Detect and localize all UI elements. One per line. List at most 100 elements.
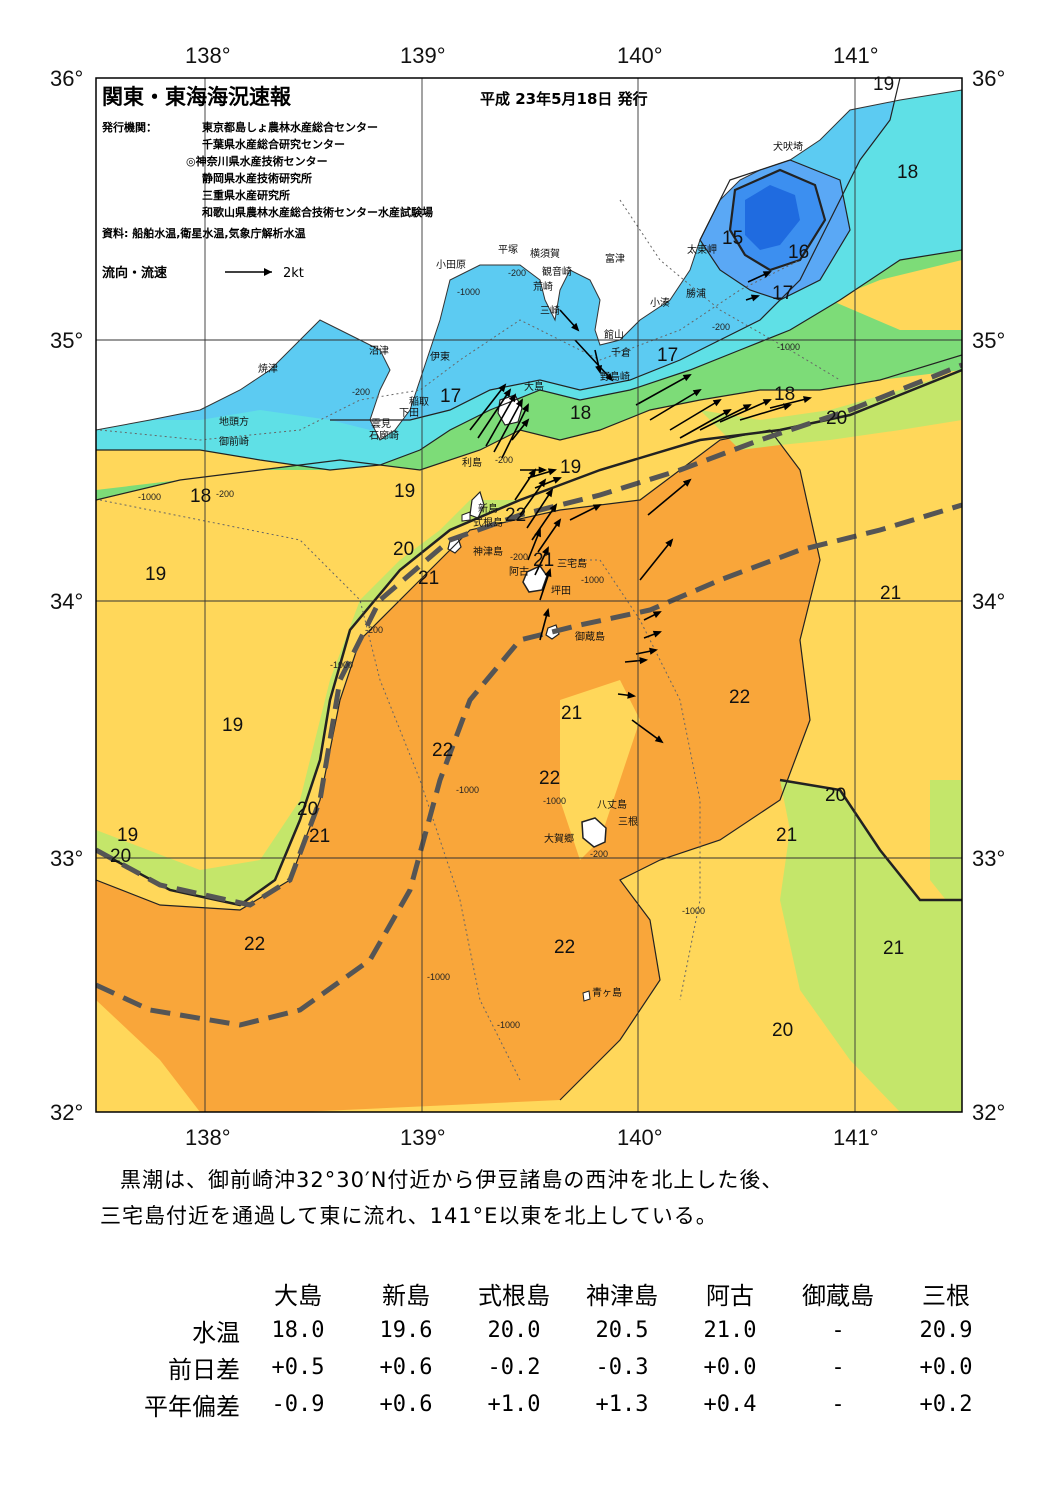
issuer: 三重県水産研究所 <box>202 188 290 202</box>
isotherm-18 <box>96 249 962 471</box>
depth-label: -1000 <box>682 906 705 916</box>
table-header-row: 大島 新島 式根島 神津島 阿古 御蔵島 三根 <box>90 1275 1000 1312</box>
current-arrows <box>469 271 812 744</box>
table-cell: +0.5 <box>271 1355 325 1380</box>
isotherm-label: 21 <box>309 826 330 847</box>
table-cell: +1.0 <box>487 1392 541 1417</box>
table-cell: +0.0 <box>919 1355 973 1380</box>
current-arrow <box>485 394 516 447</box>
island-temperature-table: 大島 新島 式根島 神津島 阿古 御蔵島 三根 水温 18.0 19.6 20.… <box>90 1275 1000 1423</box>
lat-label: 32° <box>972 1100 1005 1125</box>
current-arrowhead <box>542 608 550 618</box>
column-header: 御蔵島 <box>802 1282 874 1310</box>
current-legend-scale: 2kt <box>283 266 304 281</box>
depth-label: -1000 <box>456 785 479 795</box>
isotherm-label: 20 <box>297 799 318 820</box>
band-22-plus <box>96 430 820 1112</box>
isotherm-label: 22 <box>244 934 265 955</box>
isotherm-label: 18 <box>190 486 211 507</box>
table-cell: +0.6 <box>379 1392 433 1417</box>
lon-label: 140° <box>617 1125 663 1150</box>
column-header: 新島 <box>382 1282 430 1310</box>
current-arrowhead <box>521 418 530 428</box>
lat-label: 33° <box>50 846 83 871</box>
place-numazu: 沼津 <box>369 344 389 357</box>
isotherm-label: 20 <box>826 408 847 429</box>
depth-1000-line-east <box>560 559 701 1001</box>
place-katsuura: 勝浦 <box>686 287 706 300</box>
current-arrowhead <box>503 388 512 398</box>
place-ito: 伊東 <box>430 350 450 363</box>
isotherm-labels: 19 18 15 16 17 17 17 18 18 20 17 18 19 1… <box>110 74 918 1041</box>
table-row: 前日差 +0.5 +0.6 -0.2 -0.3 +0.0 - +0.0 <box>90 1349 1000 1386</box>
isotherm-label: 21 <box>418 568 439 589</box>
place-niijima: 新島 <box>478 502 498 515</box>
place-toshima: 利島 <box>462 456 482 469</box>
depth-1000-line <box>99 499 521 1081</box>
current-arrowhead <box>762 271 772 278</box>
isotherm-label: 20 <box>110 846 131 867</box>
place-inatori: 稲取 <box>409 396 429 408</box>
place-miyakejima: 三宅島 <box>557 557 587 570</box>
table-cell: -0.2 <box>487 1355 541 1380</box>
kuroshio-summary: 黒潮は、御前崎沖32°30′N付近から伊豆諸島の西沖を北上した後、 三宅島付近を… <box>100 1162 1000 1234</box>
current-legend-arrowhead <box>264 268 272 276</box>
place-irozaki: 石廊崎 <box>369 429 399 442</box>
depth-label: -1000 <box>777 342 800 352</box>
depth-label: -1000 <box>457 287 480 297</box>
place-kominato: 小湊 <box>650 296 670 309</box>
column-header: 三根 <box>922 1282 970 1310</box>
lat-label: 35° <box>972 328 1005 353</box>
kuroshio-axis <box>96 362 962 1028</box>
place-misaki: 三崎 <box>540 304 560 317</box>
lon-label: 139° <box>400 1125 446 1150</box>
land-shikine <box>461 511 471 522</box>
map-frame <box>95 77 963 1113</box>
issue-date: 平成 23年5月18日 発行 <box>480 90 648 108</box>
table-cell: - <box>831 1392 845 1417</box>
isotherm-label: 19 <box>222 715 243 736</box>
longitude-labels-bottom: 138° 139° 140° 141° <box>185 1125 879 1150</box>
place-aogashima: 青ヶ島 <box>592 986 622 999</box>
isotherm-label: 19 <box>560 457 581 478</box>
band-14-15 <box>745 185 800 250</box>
land-hachijo <box>581 817 607 848</box>
isotherm-21 <box>96 429 821 1101</box>
band-20-21 <box>96 500 962 1112</box>
table-cell: +0.2 <box>919 1392 973 1417</box>
place-hiratsuka: 平塚 <box>498 244 518 256</box>
lat-label: 36° <box>972 66 1005 91</box>
current-arrowhead <box>553 518 562 528</box>
band-21-22-island <box>560 680 640 860</box>
lon-label: 141° <box>833 43 879 68</box>
place-jitokata: 地頭方 <box>219 415 249 428</box>
place-oshima: 大島 <box>524 380 544 393</box>
place-yokosuka: 横須賀 <box>530 247 560 260</box>
current-arrowhead <box>549 503 558 513</box>
isotherm-label: 19 <box>873 74 894 95</box>
current-arrowhead <box>654 735 664 744</box>
current-arrowhead <box>682 478 692 487</box>
current-arrow <box>769 397 811 409</box>
lat-label: 36° <box>50 66 83 91</box>
current-arrowhead <box>595 365 603 375</box>
isotherm-label: 18 <box>570 403 591 424</box>
issuer: 静岡県水産技術研究所 <box>202 171 312 185</box>
place-okago: 大賀郷 <box>544 832 574 845</box>
isotherm-label: 21 <box>561 703 582 724</box>
isotherm-label: 22 <box>554 937 575 958</box>
current-arrow <box>501 404 529 459</box>
depth-label: -200 <box>590 849 608 859</box>
map-title: 関東・東海海況速報 <box>102 85 292 109</box>
isotherm-label: 20 <box>772 1020 793 1041</box>
depth-labels: -200 -200 -1000 -200 -1000 -200 -200 -10… <box>138 268 800 1030</box>
isotherm-label: 18 <box>774 384 795 405</box>
table-cell: 21.0 <box>703 1318 757 1343</box>
table-cell: 18.0 <box>271 1318 325 1343</box>
data-source: 資料: 船舶水温,衛星水温,気象庁解析水温 <box>102 226 306 240</box>
depth-label: -1000 <box>138 492 161 502</box>
isotherm-label: 20 <box>393 539 414 560</box>
column-header: 式根島 <box>478 1282 550 1310</box>
row-header: 水温 <box>192 1319 240 1347</box>
table-cell: 20.0 <box>487 1318 541 1343</box>
